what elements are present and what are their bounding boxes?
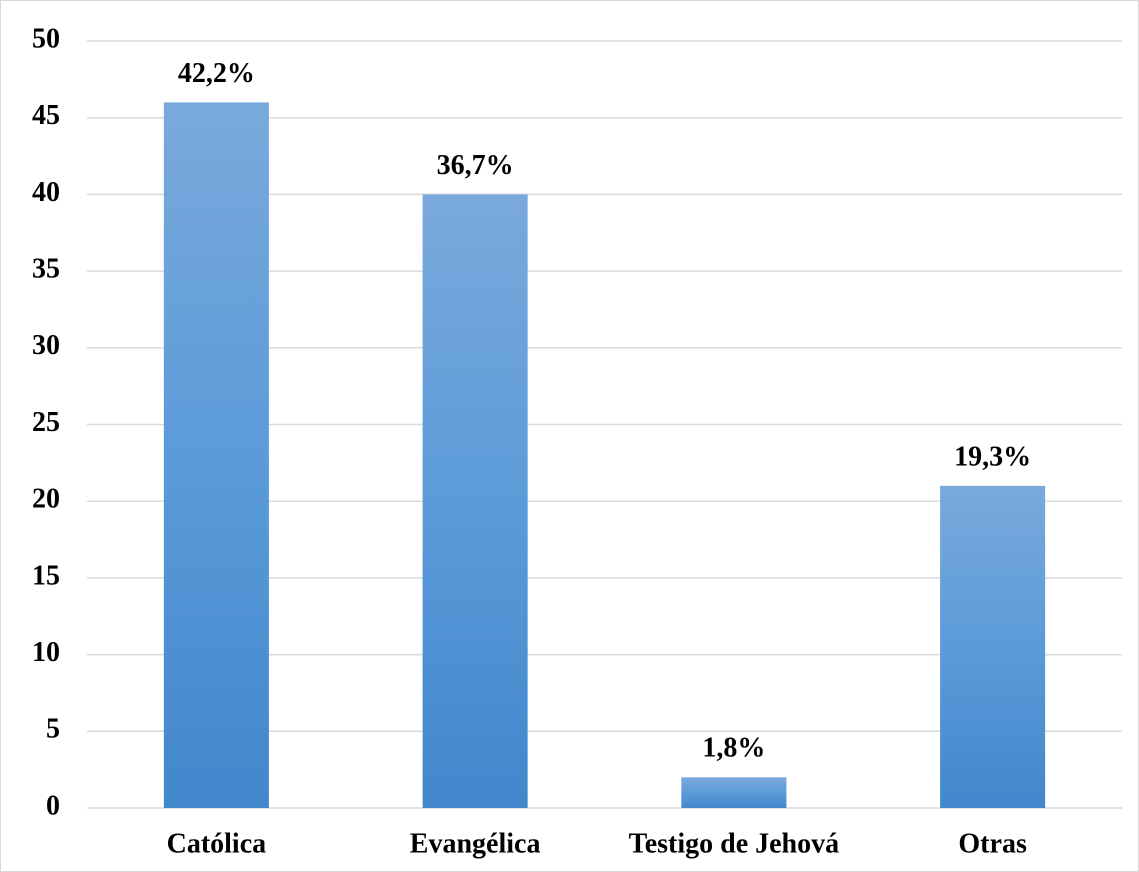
y-tick-label: 5 <box>46 714 60 745</box>
y-tick-label: 40 <box>32 177 60 208</box>
bar <box>940 485 1046 808</box>
y-tick-label: 10 <box>32 637 60 668</box>
x-tick-label: Evangélica <box>410 828 541 859</box>
x-tick-label: Católica <box>167 828 267 859</box>
data-label: 1,8% <box>702 733 765 764</box>
y-tick-label: 45 <box>32 100 60 131</box>
y-tick-label: 20 <box>32 484 60 515</box>
x-tick-label: Testigo de Jehová <box>629 828 840 859</box>
x-tick-label: Otras <box>958 828 1027 859</box>
bar <box>681 777 787 808</box>
data-label: 19,3% <box>954 441 1031 472</box>
data-label: 42,2% <box>178 58 255 89</box>
bar <box>163 102 269 809</box>
y-tick-label: 30 <box>32 330 60 361</box>
y-tick-label: 15 <box>32 560 60 591</box>
y-tick-label: 50 <box>32 23 60 54</box>
bar <box>422 194 528 808</box>
y-tick-label: 25 <box>32 407 60 438</box>
data-label: 36,7% <box>437 150 514 181</box>
y-tick-label: 35 <box>32 254 60 285</box>
y-tick-label: 0 <box>46 790 60 821</box>
